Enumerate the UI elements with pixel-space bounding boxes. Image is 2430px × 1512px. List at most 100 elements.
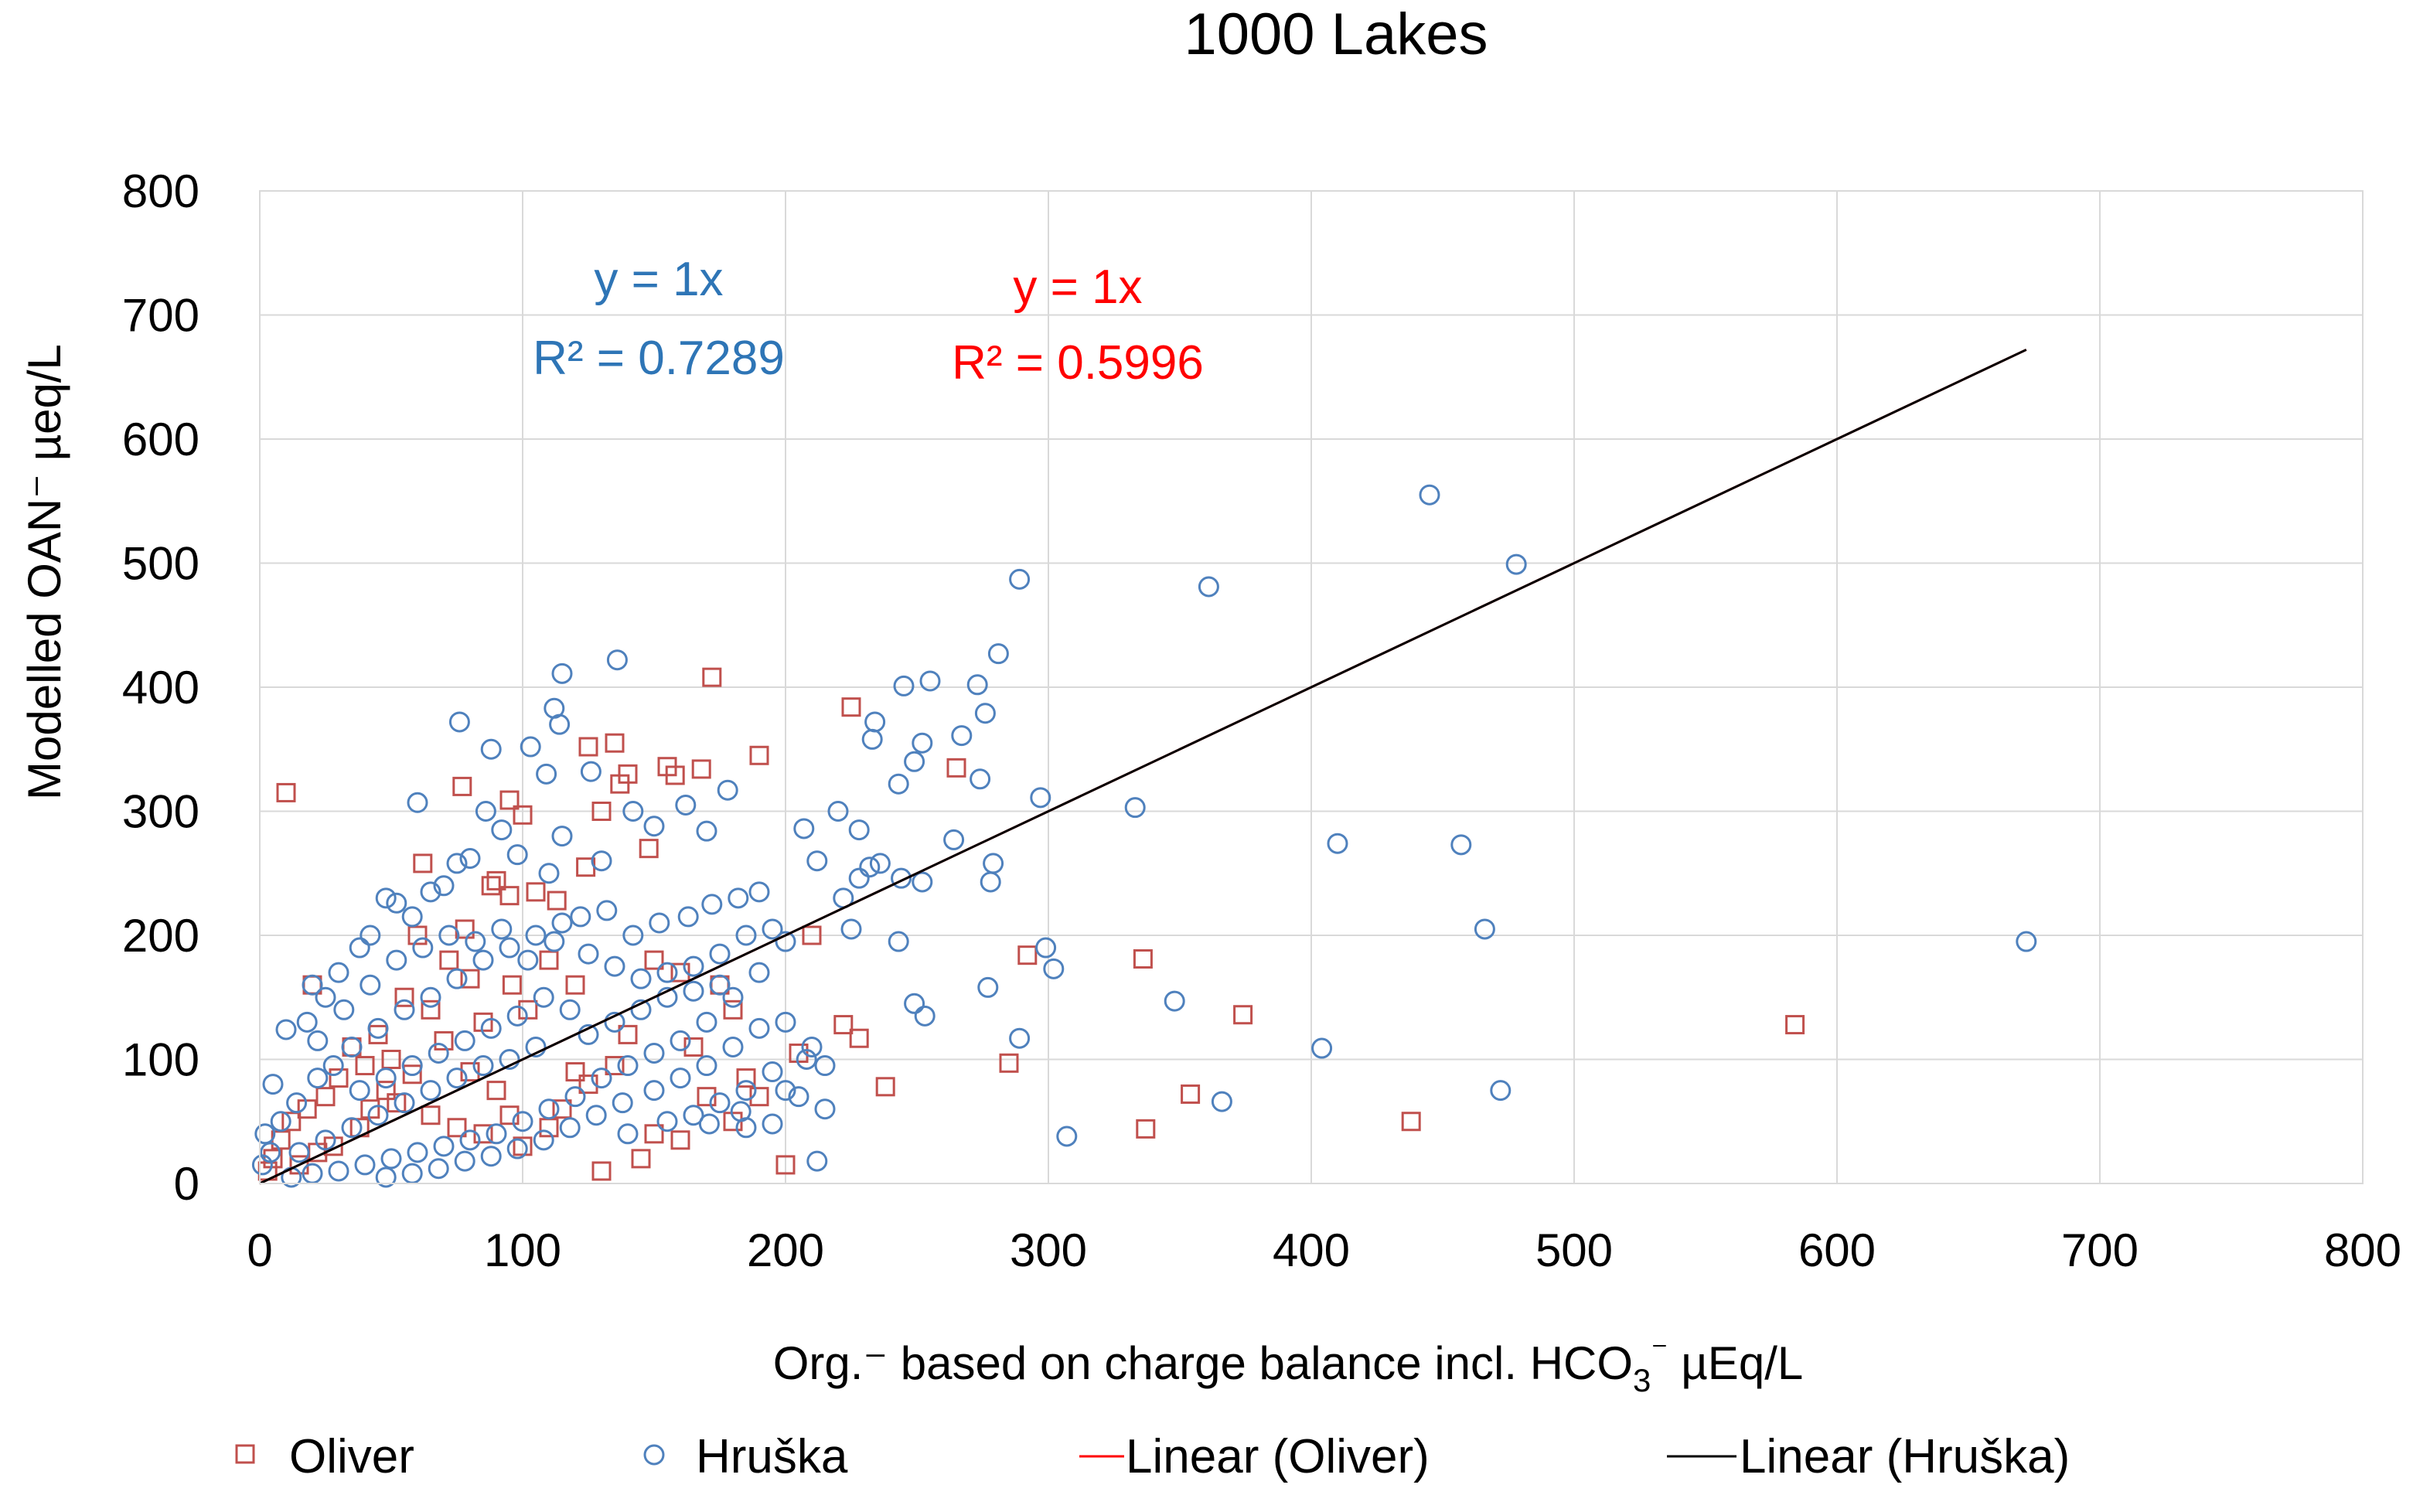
hruska-point-121 [328,1160,349,1182]
oliver-point-77 [1401,1112,1421,1132]
hruska-point-169 [454,1030,475,1051]
trendlines [259,349,2027,1185]
hruska-point-200 [491,819,513,841]
legend: Oliver Hruška Linear (Oliver) Linear (Hr… [235,1430,2070,1483]
legend-hruska-marker [643,1444,665,1466]
oliver-point-86 [421,1105,441,1125]
hruska-point-137 [670,1068,691,1089]
oliver-point-62 [513,1136,533,1156]
hruska-point-3 [1198,576,1219,598]
hruska-point-128 [735,1080,757,1102]
oliver-point-89 [565,1062,585,1082]
hruska-point-98 [630,968,652,989]
hruska-point-111 [591,1068,612,1089]
hruska-point-88 [367,1017,389,1039]
oliver-point-84 [376,1081,396,1101]
hruska-point-179 [698,1113,720,1135]
oliver-point-59 [670,1130,690,1150]
hruska-point-42 [827,801,849,822]
x-axis-title-main: Org.⁻ based on charge balance incl. HCO [773,1337,1633,1389]
hruska-point-46 [848,867,870,889]
oliver-point-64 [486,1081,506,1101]
chart-title: 1000 Lakes [1184,2,1488,67]
plot-area-border [259,190,2364,1184]
oliver-point-6 [841,697,861,717]
oliver-point-1 [702,667,722,687]
hruska-point-196 [333,999,355,1020]
oliver-point-61 [552,1099,572,1119]
hruska-point-65 [551,826,573,847]
oliver-point-35 [315,1087,336,1107]
hruska-point-17 [951,725,973,747]
hruska-point-59 [717,779,738,801]
oliver-point-53 [749,1087,769,1107]
hruska-point-38 [1211,1091,1232,1112]
hruska-point-4 [987,643,1009,665]
oliver-point-85 [387,1093,407,1113]
hruska-point-55 [914,1005,936,1027]
y-tick-labels: 0 100 200 300 400 500 600 700 800 [122,165,199,1210]
x-tick-labels: 0 100 200 300 400 500 600 700 800 [247,1224,2401,1276]
hruska-point-96 [578,943,599,965]
legend-item-oliver: Oliver [235,1430,414,1483]
hruska-point-6 [551,662,573,684]
hruska-point-167 [506,1005,528,1027]
hruska-point-168 [480,1017,502,1039]
hruska-point-57 [983,853,1004,874]
oliver-point-55 [775,1155,796,1175]
x-tick-600: 600 [1798,1224,1876,1276]
hruska-point-118 [407,1142,428,1163]
series-oliver [257,667,1805,1181]
oliver-point-91 [605,1056,625,1076]
hruska-point-31 [1035,937,1057,959]
hruska-point-131 [814,1098,836,1120]
hruska-point-177 [762,1113,783,1135]
hruska-point-99 [656,962,678,983]
hruska-point-64 [591,850,612,872]
hruska-point-143 [506,1138,528,1160]
oliver-point-23 [526,882,546,902]
oliver-point-5 [749,745,769,765]
hruska-point-74 [328,962,349,983]
x-tick-800: 800 [2324,1224,2401,1276]
hruska-point-198 [538,863,560,884]
legend-linear-hruska-label: Linear (Hruška) [1740,1430,2070,1483]
hruska-point-160 [604,1011,625,1033]
oliver-point-78 [1785,1015,1805,1035]
hruska-point-2 [1009,568,1031,590]
hruska-point-32 [1043,958,1065,979]
oliver-point-94 [502,975,522,995]
oliver-point-93 [518,999,538,1020]
hruska-point-138 [643,1080,665,1102]
legend-item-linear-hruska: Linear (Hruška) [1667,1430,2070,1483]
oliver-point-15 [513,805,533,825]
oliver-point-7 [946,758,966,778]
hruska-point-5 [606,649,628,671]
hruska-point-36 [1311,1037,1333,1059]
hruska-point-107 [696,1011,717,1033]
hruska-point-0 [1419,484,1440,506]
oliver-point-25 [407,925,428,945]
oliver-point-56 [591,1161,612,1181]
hruska-point-144 [480,1146,502,1167]
hruska-point-132 [801,1036,823,1057]
hruska-point-189 [517,949,539,971]
x-tick-200: 200 [747,1224,824,1276]
hruska-point-90 [420,986,441,1008]
oliver-point-19 [639,839,659,859]
legend-oliver-label: Oliver [289,1430,414,1483]
hruska-point-15 [861,728,883,750]
hruska-point-112 [564,1086,586,1108]
hruska-point-120 [354,1154,376,1176]
hruska-point-136 [696,1055,717,1077]
hruska-point-197 [307,1030,329,1051]
hruska-point-16 [904,751,925,772]
hruska-point-149 [525,1036,547,1057]
hruska-point-23 [970,768,991,790]
hruska-point-62 [643,816,665,837]
hruska-point-83 [270,1111,291,1132]
hruska-point-101 [709,943,731,965]
oliver-point-47 [670,962,690,982]
